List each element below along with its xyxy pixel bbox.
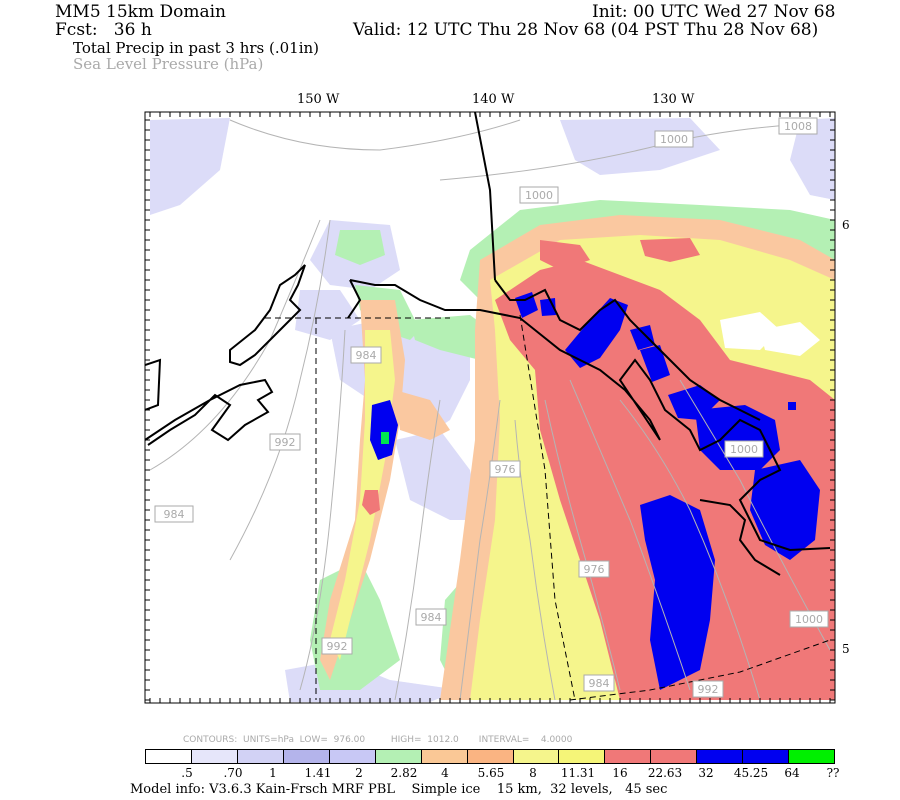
colorbar-cell xyxy=(513,750,560,763)
colorbar-label: 32 xyxy=(698,766,714,780)
coastlines xyxy=(145,112,831,576)
field-precip-title: Total Precip in past 3 hrs (.01in) xyxy=(73,39,320,57)
contour-label: 1000 xyxy=(660,133,688,146)
colorbar-cell xyxy=(283,750,330,763)
contour-label: 984 xyxy=(164,508,185,521)
lon-label-150w: 150 W xyxy=(297,92,340,107)
colorbar-label: .70 xyxy=(223,766,243,780)
contour-label: 976 xyxy=(584,563,605,576)
contour-label-group: 1000 1008 1000 984 992 984 1000 976 976 … xyxy=(154,117,829,698)
colorbar-cell xyxy=(375,750,422,763)
colorbar-label: 8 xyxy=(529,766,537,780)
colorbar-label: 2 xyxy=(355,766,363,780)
valid-time: Valid: 12 UTC Thu 28 Nov 68 (04 PST Thu … xyxy=(353,20,819,40)
boundary-lines xyxy=(265,314,831,701)
contour-label: 992 xyxy=(275,436,296,449)
pressure-contours xyxy=(149,119,831,701)
colorbar-label: 4 xyxy=(441,766,449,780)
colorbar-label: 5.65 xyxy=(477,766,505,780)
contour-label: 1008 xyxy=(784,120,812,133)
contour-label: 1000 xyxy=(730,443,758,456)
contour-label: 984 xyxy=(421,611,442,624)
colorbar-cell xyxy=(237,750,284,763)
colorbar-labels: .5 .70 1 1.41 2 2.82 4 5.65 8 11.31 16 2… xyxy=(145,766,839,780)
colorbar-cell xyxy=(329,750,376,763)
contour-label: 984 xyxy=(356,349,377,362)
colorbar-cell xyxy=(605,750,652,763)
field-slp-title: Sea Level Pressure (hPa) xyxy=(73,55,264,73)
colorbar-cell xyxy=(697,750,744,763)
colorbar-label: ?? xyxy=(826,766,840,780)
colorbar-cell xyxy=(559,750,606,763)
contour-label: 992 xyxy=(698,683,719,696)
colorbar-label: 1 xyxy=(269,766,277,780)
lat-label-lower: 5 xyxy=(842,642,850,656)
colorbar-cell xyxy=(651,750,698,763)
contour-label: 1000 xyxy=(525,189,553,202)
forecast-hour: Fcst: 36 h xyxy=(55,20,152,40)
colorbar-label: 2.82 xyxy=(390,766,418,780)
colorbar-label: 45.25 xyxy=(733,766,769,780)
colorbar-cell xyxy=(789,750,835,763)
colorbar-cell xyxy=(743,750,790,763)
colorbar-label: 11.31 xyxy=(560,766,596,780)
colorbar-label: 64 xyxy=(784,766,800,780)
domain-title: MM5 15km Domain xyxy=(55,2,226,22)
lat-label-upper: 6 xyxy=(842,218,850,232)
contour-label: 984 xyxy=(589,677,610,690)
colorbar-label: 16 xyxy=(612,766,628,780)
lon-label-140w: 140 W xyxy=(472,92,515,107)
colorbar-label: 22.63 xyxy=(647,766,683,780)
precip-extreme-cell xyxy=(381,432,389,444)
colorbar-cell xyxy=(421,750,468,763)
colorbar-cell xyxy=(146,750,192,763)
contour-label: 1000 xyxy=(795,613,823,626)
colorbar-cell xyxy=(467,750,514,763)
colorbar-cell xyxy=(191,750,238,763)
colorbar-label: .5 xyxy=(181,766,193,780)
colorbar xyxy=(145,749,835,764)
model-info: Model info: V3.6.3 Kain-Frsch MRF PBL Si… xyxy=(130,782,668,797)
contour-label: 992 xyxy=(327,640,348,653)
contour-info: CONTOURS: UNITS=hPa LOW= 976.00 HIGH= 10… xyxy=(183,735,573,745)
contour-label: 976 xyxy=(495,463,516,476)
precip-red-areas xyxy=(362,238,835,700)
init-time: Init: 00 UTC Wed 27 Nov 68 xyxy=(592,2,836,22)
frame-ticks xyxy=(145,112,835,703)
lon-label-130w: 130 W xyxy=(652,92,695,107)
colorbar-label: 1.41 xyxy=(304,766,332,780)
precip-clear-holes xyxy=(720,312,820,356)
